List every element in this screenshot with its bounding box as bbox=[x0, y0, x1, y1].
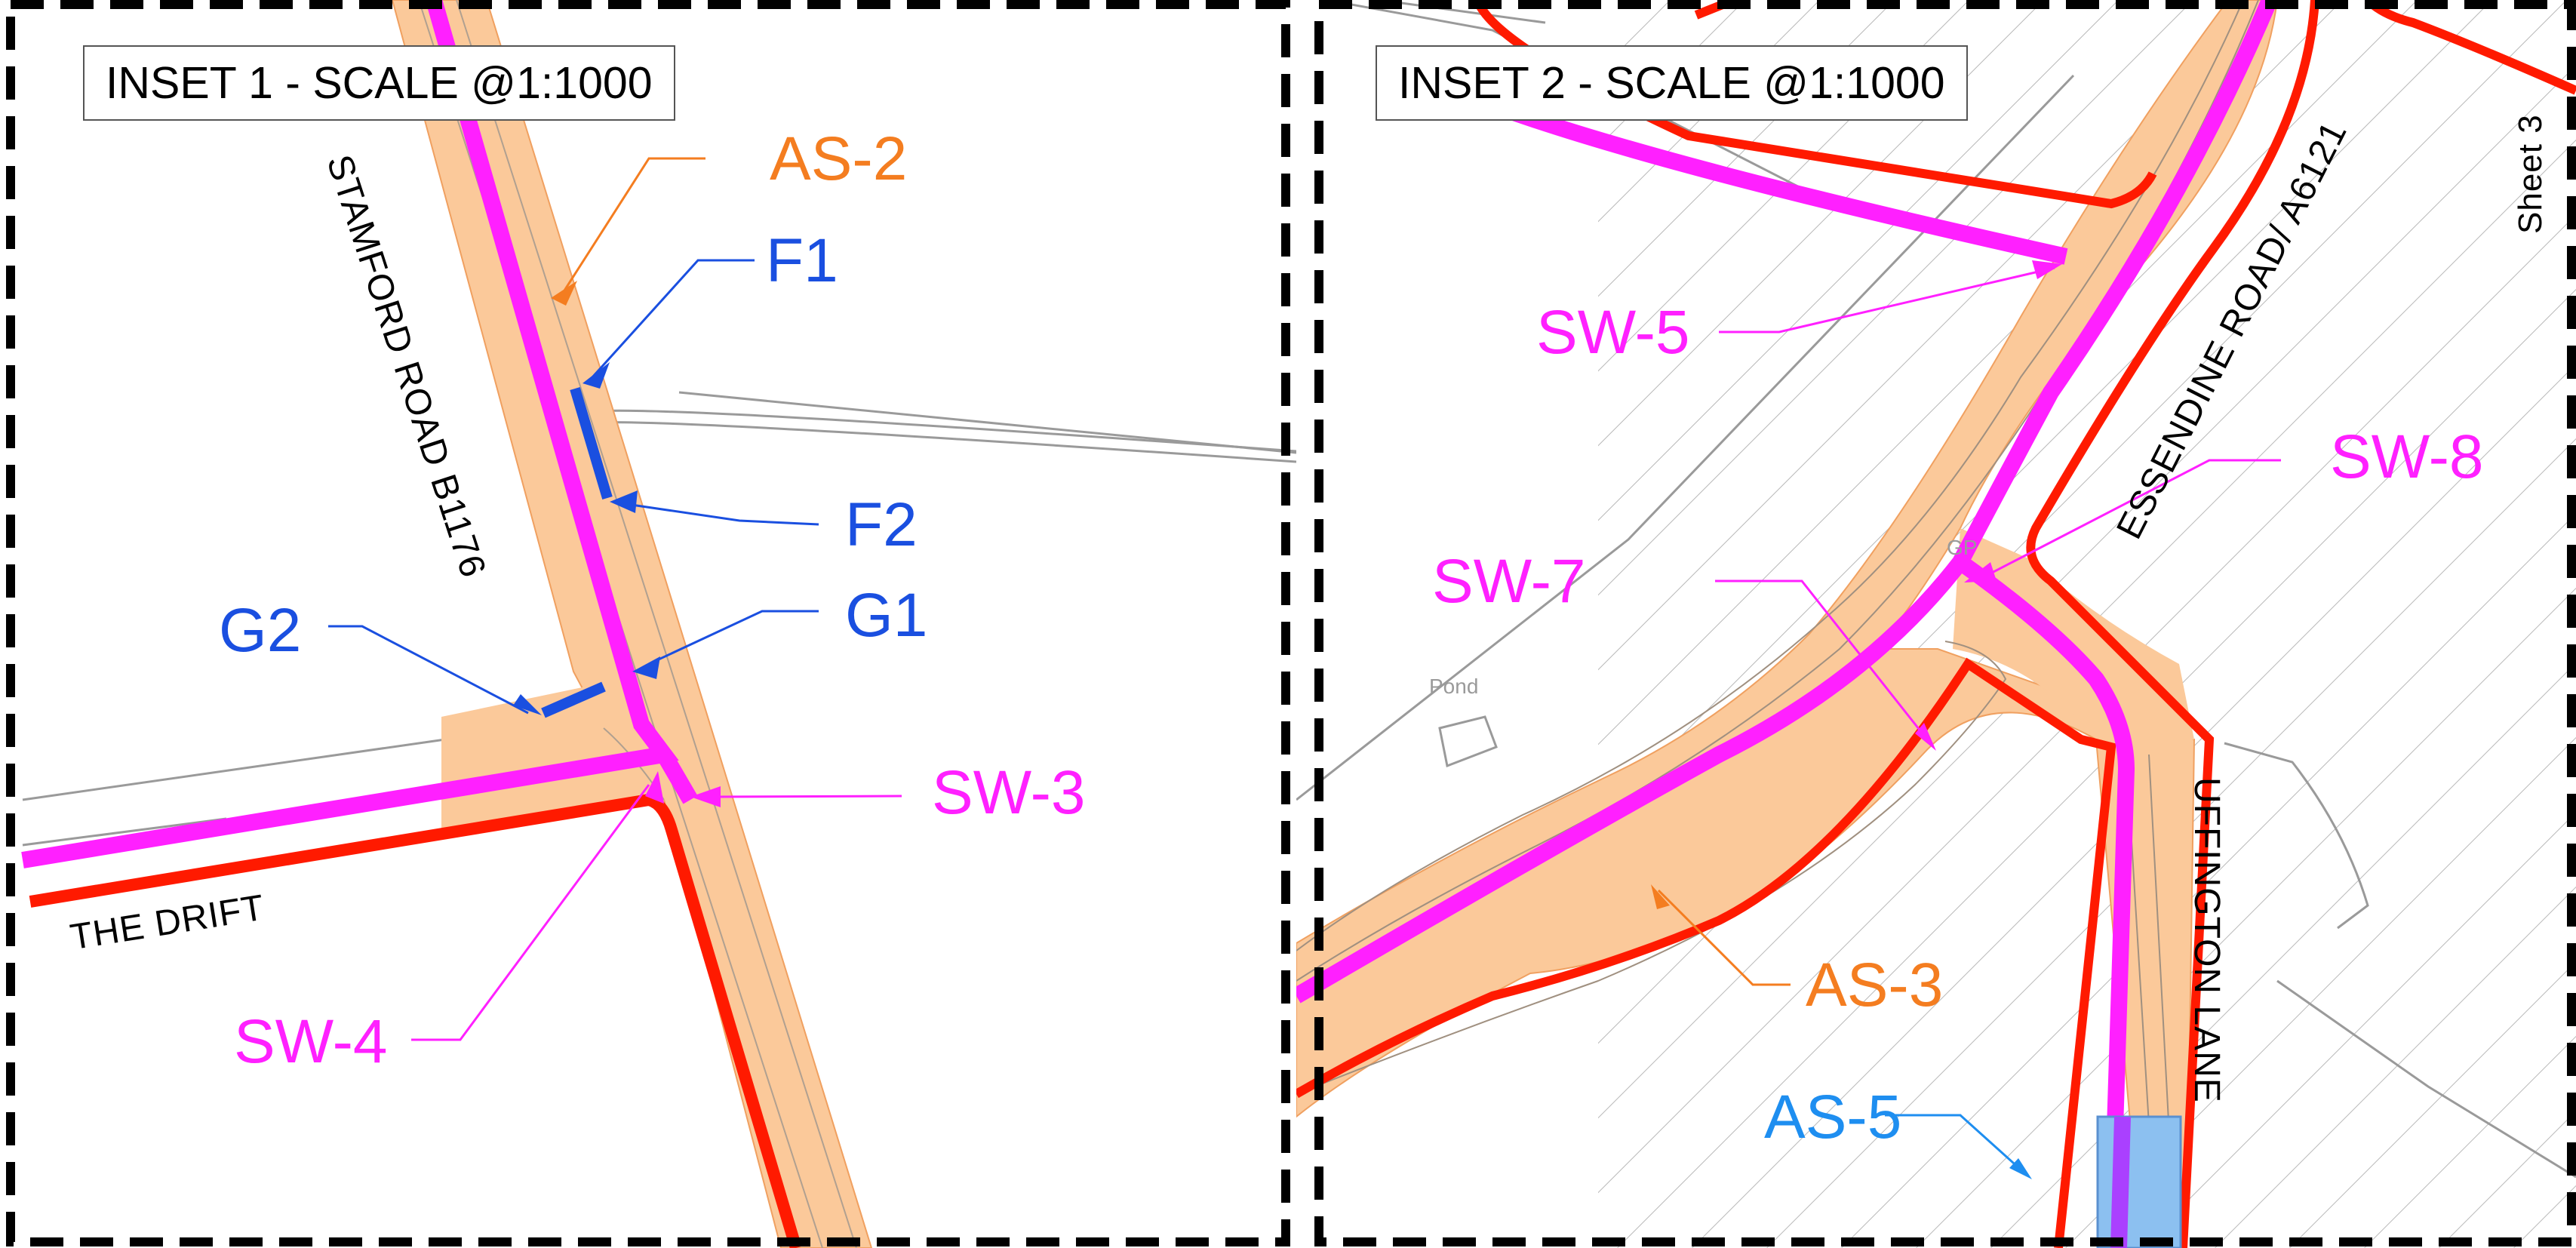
as-2-label: AS-2 bbox=[770, 124, 908, 193]
sw-5-label: SW-5 bbox=[1536, 298, 1690, 367]
inset-2-map-panel: INSET 2 - SCALE @1:1000 ESSENDINE ROAD/ … bbox=[1296, 0, 2576, 1248]
inset-2-title: INSET 2 - SCALE @1:1000 bbox=[1376, 45, 1968, 121]
pond-outline bbox=[1438, 715, 1498, 768]
f2-label: F2 bbox=[845, 490, 918, 559]
inset-2-map-drawing bbox=[1296, 0, 2576, 1248]
pond-label: Pond bbox=[1429, 675, 1479, 698]
inset-1-red-boundary bbox=[29, 793, 802, 1248]
as-3-label: AS-3 bbox=[1806, 951, 1944, 1019]
inset-1-map-panel: INSET 1 - SCALE @1:1000 STAMFORD ROAD B1… bbox=[6, 0, 1296, 1248]
inset-1-title: INSET 1 - SCALE @1:1000 bbox=[83, 45, 675, 121]
as-5-area bbox=[2096, 1115, 2182, 1248]
g2-label: G2 bbox=[219, 596, 302, 665]
as-5-magenta-overlay bbox=[2110, 1116, 2131, 1248]
as-5-label: AS-5 bbox=[1764, 1083, 1902, 1151]
sw-4-label: SW-4 bbox=[234, 1007, 388, 1076]
uffington-lane-label: UFFINGTON LANE bbox=[2187, 777, 2227, 1103]
sw-7-label: SW-7 bbox=[1432, 547, 1586, 616]
f1-label: F1 bbox=[766, 226, 838, 295]
sw-3-label: SW-3 bbox=[932, 758, 1086, 827]
inset-1-map-drawing bbox=[21, 0, 1296, 1248]
sheet-3-label: Sheet 3 bbox=[2512, 114, 2549, 234]
sw-8-label: SW-8 bbox=[2330, 423, 2484, 491]
g1-label: G1 bbox=[845, 581, 928, 650]
gp-label: GP bbox=[1947, 536, 1978, 559]
